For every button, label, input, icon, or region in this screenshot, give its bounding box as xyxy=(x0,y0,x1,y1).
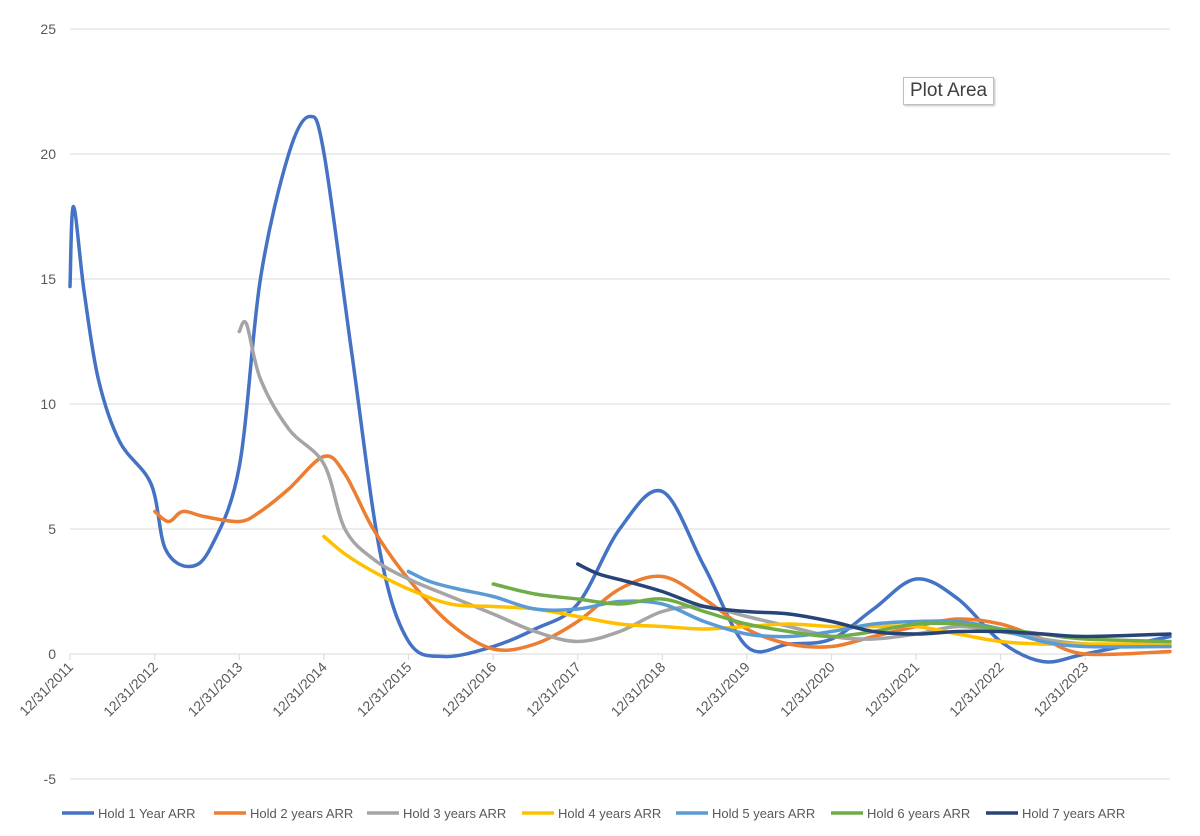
y-axis-tick-labels: -5 0 5 10 15 20 25 xyxy=(40,21,56,787)
x-tick-label: 12/31/2021 xyxy=(861,659,922,720)
x-tick-label: 12/31/2020 xyxy=(777,659,838,720)
plot-area-label: Plot Area xyxy=(903,77,995,105)
legend-label: Hold 3 years ARR xyxy=(403,806,506,821)
x-tick-label: 12/31/2017 xyxy=(523,659,584,720)
y-tick-label: 15 xyxy=(40,271,56,287)
legend: Hold 1 Year ARR Hold 2 years ARR Hold 3 ye… xyxy=(62,806,1125,821)
y-tick-label: -5 xyxy=(44,771,57,787)
x-tick-label: 12/31/2013 xyxy=(185,659,246,720)
legend-label: Hold 2 years ARR xyxy=(250,806,353,821)
y-tick-label: 5 xyxy=(48,521,56,537)
legend-label: Hold 5 years ARR xyxy=(712,806,815,821)
series-line-7 xyxy=(575,562,1172,639)
y-tick-label: 20 xyxy=(40,146,56,162)
x-tick-label: 12/31/2014 xyxy=(269,659,330,720)
series-line-3 xyxy=(237,319,1172,649)
x-tick-label: 12/31/2015 xyxy=(354,659,415,720)
x-tick-label: 12/31/2016 xyxy=(438,659,499,720)
series-line-1 xyxy=(68,114,1172,664)
x-tick-label: 12/31/2023 xyxy=(1030,659,1091,720)
x-tick-label: 12/31/2022 xyxy=(946,659,1007,720)
legend-label: Hold 7 years ARR xyxy=(1022,806,1125,821)
x-tick-label: 12/31/2012 xyxy=(100,659,161,720)
series-line-4 xyxy=(322,534,1172,646)
x-tick-label: 12/31/2018 xyxy=(608,659,669,720)
x-tick-label: 12/31/2011 xyxy=(16,659,76,719)
legend-label: Hold 6 years ARR xyxy=(867,806,970,821)
x-tick-label: 12/31/2019 xyxy=(692,659,753,720)
y-tick-label: 25 xyxy=(40,21,56,37)
y-tick-label: 10 xyxy=(40,396,56,412)
legend-label: Hold 4 years ARR xyxy=(558,806,661,821)
x-axis-tick-labels: 12/31/2011 12/31/2012 12/31/2013 12/31/2014… xyxy=(16,654,1091,720)
series-lines xyxy=(68,114,1172,664)
legend-label: Hold 1 Year ARR xyxy=(98,806,196,821)
y-tick-label: 0 xyxy=(48,646,56,662)
